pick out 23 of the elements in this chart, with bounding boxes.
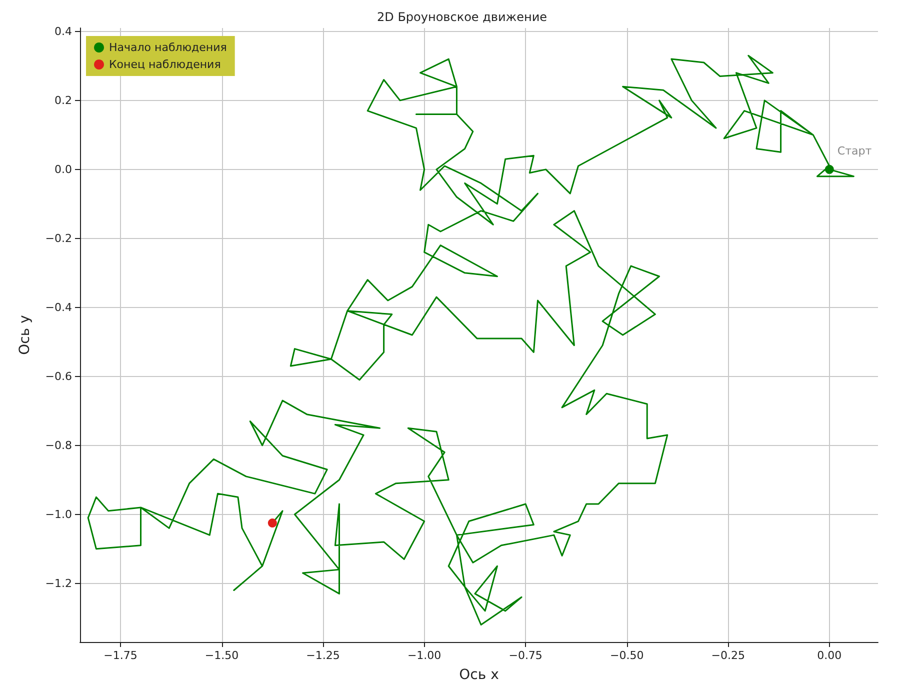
y-tick-label: −0.2: [45, 232, 72, 245]
y-tick-label: −0.8: [45, 438, 72, 452]
chart-title: 2D Броуновское движение: [376, 10, 548, 24]
x-axis-title: Ось x: [459, 667, 499, 683]
x-tick-label: −1.75: [104, 649, 138, 662]
y-tick-label: −1.0: [45, 508, 72, 521]
y-tick-label: 0.0: [54, 162, 72, 176]
x-tick-label: −0.75: [508, 649, 542, 662]
x-tick-label: 0.00: [817, 649, 842, 662]
y-tick-label: 0.2: [54, 94, 72, 107]
y-tick-label: 0.4: [54, 24, 72, 38]
x-tick-label: −0.50: [610, 649, 644, 662]
annotation: Старт: [837, 144, 872, 158]
legend-label: Конец наблюдения: [109, 58, 221, 71]
legend-label: Начало наблюдения: [109, 41, 227, 54]
x-tick-label: −0.25: [711, 649, 745, 662]
x-tick-label: −1.00: [407, 649, 442, 662]
x-tick-label: −1.25: [306, 649, 340, 662]
y-tick-label: −1.2: [45, 576, 72, 590]
y-tick-label: −0.4: [45, 300, 72, 314]
y-tick-label: −0.6: [45, 370, 72, 383]
x-tick-label: −1.50: [204, 649, 239, 662]
y-axis-title: Ось y: [17, 315, 33, 355]
